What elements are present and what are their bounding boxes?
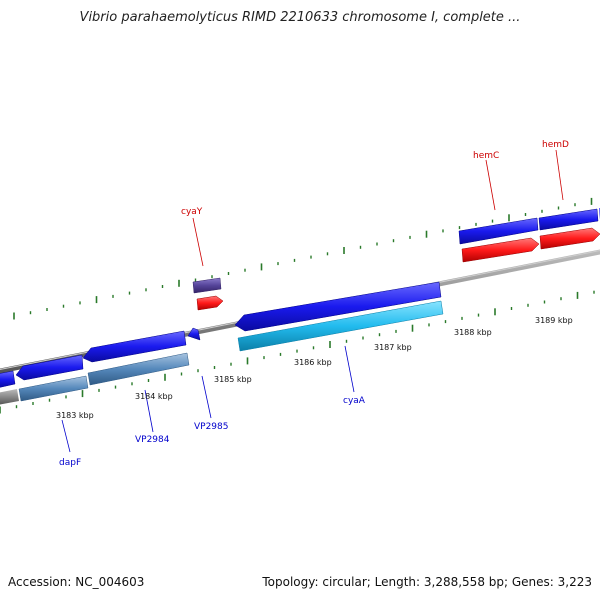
reverse-strand-ticks xyxy=(0,290,595,414)
gene-hemD-upper[interactable] xyxy=(538,208,599,231)
scale-label-3185: 3185 kbp xyxy=(214,375,252,384)
gene-label-hemD[interactable]: hemD xyxy=(542,140,569,150)
gene-cyaA-cyan[interactable] xyxy=(237,300,444,352)
gene-VP2985[interactable] xyxy=(187,327,201,341)
gene-VP2984[interactable] xyxy=(82,330,187,363)
gene-label-cyaY[interactable]: cyaY xyxy=(181,207,203,217)
scale-label-3186: 3186 kbp xyxy=(294,358,332,367)
label-connectors xyxy=(61,149,564,453)
gene-label-VP2984[interactable]: VP2984 xyxy=(135,435,170,445)
scale-label-3187: 3187 kbp xyxy=(374,343,412,352)
gene-hemD[interactable] xyxy=(539,227,600,250)
gene-hemC[interactable] xyxy=(461,237,540,263)
scale-label-3183: 3183 kbp xyxy=(56,411,94,420)
gene-cyaY-upper[interactable] xyxy=(192,277,222,294)
reverse-genes xyxy=(0,281,444,405)
map-title: Vibrio parahaemolyticus RIMD 2210633 chr… xyxy=(79,10,521,25)
gene-label-VP2985[interactable]: VP2985 xyxy=(194,422,229,432)
gene-hemC-upper[interactable] xyxy=(458,217,539,245)
scale-label-3189: 3189 kbp xyxy=(535,316,573,325)
forward-strand-ticks xyxy=(13,197,593,320)
accession-text: Accession: NC_004603 xyxy=(8,575,145,589)
genome-summary-text: Topology: circular; Length: 3,288,558 bp… xyxy=(262,575,592,589)
gene-steel-band-2[interactable] xyxy=(87,352,190,386)
gene-label-hemC[interactable]: hemC xyxy=(473,151,499,161)
gene-label-cyaA[interactable]: cyaA xyxy=(343,396,366,406)
gene-left-edge[interactable] xyxy=(0,370,16,388)
gene-cyaY[interactable] xyxy=(196,295,224,311)
gene-cyaA[interactable] xyxy=(234,281,442,332)
scale-label-3188: 3188 kbp xyxy=(454,328,492,337)
gene-steel-band-1[interactable] xyxy=(18,375,89,402)
scale-label-3184: 3184 kbp xyxy=(135,392,173,401)
gene-labels: cyaY hemC hemD dapF VP2984 VP2985 cyaA xyxy=(59,140,569,468)
scale-labels: 3183 kbp 3184 kbp 3185 kbp 3186 kbp 3187… xyxy=(56,316,573,420)
forward-genes xyxy=(192,208,600,311)
gene-label-dapF[interactable]: dapF xyxy=(59,458,81,468)
gene-dapF[interactable] xyxy=(15,354,84,381)
gene-left-edge-steel[interactable] xyxy=(0,389,19,405)
